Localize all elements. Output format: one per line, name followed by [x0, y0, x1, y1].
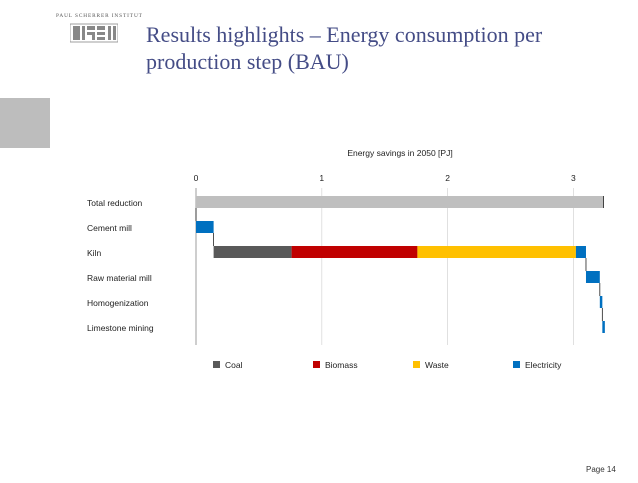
category-label: Cement mill	[87, 223, 132, 233]
chart-gridlines	[195, 188, 574, 345]
side-decoration	[0, 98, 50, 148]
x-tick-label: 1	[319, 173, 324, 183]
x-tick-label: 2	[445, 173, 450, 183]
legend-label: Coal	[225, 360, 243, 370]
slide-title: Results highlights – Energy consumption …	[146, 22, 543, 74]
category-label: Kiln	[87, 248, 101, 258]
category-label: Raw material mill	[87, 273, 152, 283]
bar-electricity	[196, 221, 214, 233]
bar-electricity	[599, 296, 603, 308]
psi-logo: PAUL SCHERRER INSTITUT	[56, 13, 143, 47]
legend-label: Electricity	[525, 360, 562, 370]
bar-total	[196, 196, 604, 208]
legend-swatch-electricity	[513, 361, 520, 368]
x-tick-label: 0	[194, 173, 199, 183]
y-axis-category-labels: Total reduction Cement mill Kiln Raw materi…	[87, 198, 154, 333]
category-label: Limestone mining	[87, 323, 154, 333]
legend-swatch-waste	[413, 361, 420, 368]
chart-legend: Coal Biomass Waste Electricity	[213, 360, 562, 370]
chart-title: Energy savings in 2050 [PJ]	[347, 148, 452, 158]
bar-electricity	[575, 246, 586, 258]
chart-bars	[195, 196, 605, 333]
legend-swatch-biomass	[313, 361, 320, 368]
bar-biomass	[291, 246, 418, 258]
category-label: Total reduction	[87, 198, 143, 208]
x-tick-label: 3	[571, 173, 576, 183]
legend-label: Waste	[425, 360, 449, 370]
logo-institute-name: PAUL SCHERRER INSTITUT	[56, 13, 143, 19]
category-label: Homogenization	[87, 298, 149, 308]
page-number: Page 14	[586, 465, 616, 474]
legend-label: Biomass	[325, 360, 358, 370]
bar-electricity	[602, 321, 605, 333]
bar-coal	[213, 246, 292, 258]
psi-logo-mark	[70, 23, 118, 43]
bar-electricity	[585, 271, 600, 283]
x-axis-tick-labels: 0 1 2 3	[194, 173, 576, 183]
bar-waste	[417, 246, 576, 258]
legend-swatch-coal	[213, 361, 220, 368]
